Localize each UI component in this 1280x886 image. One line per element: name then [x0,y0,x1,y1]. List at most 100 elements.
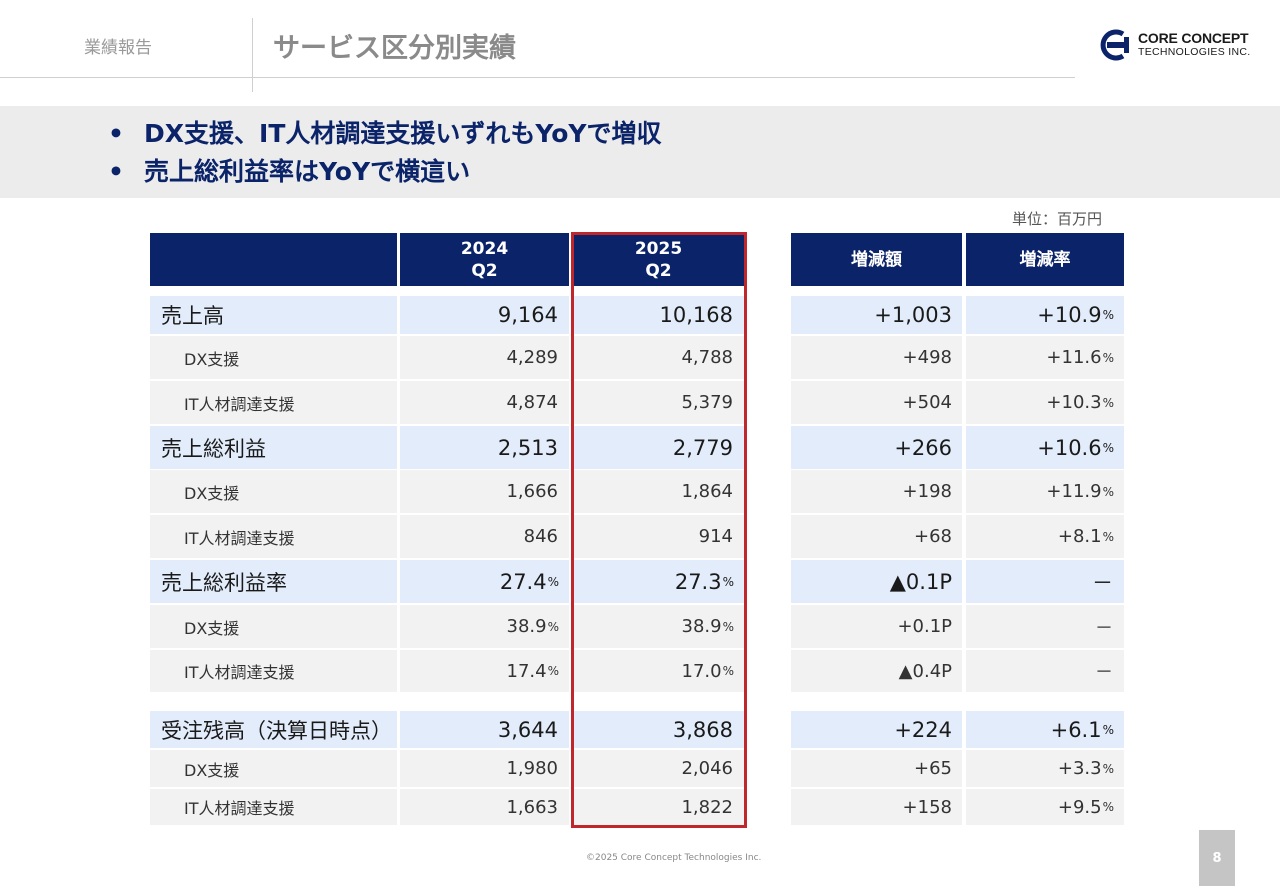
value-text: 4,289 [506,347,558,368]
value-rate: － [966,605,1124,648]
section-label: 業績報告 [84,38,152,58]
value-rate: +9.5% [966,789,1124,825]
row-label-text: IT人材調達支援 [184,394,295,414]
column-header-2025: 2025 Q2 [573,233,744,286]
header-label: 増減額 [851,249,902,270]
row-label-text: IT人材調達支援 [184,663,295,682]
value-diff: +68 [791,515,962,558]
unit-suffix: % [722,664,734,678]
value-text: +11.9 [1046,481,1102,502]
summary-band [0,106,1280,198]
row-label-text: DX支援 [184,349,240,369]
value-text: +65 [914,758,952,779]
value-2025: 2,046 [573,750,744,787]
value-text: 17.0 [681,660,722,682]
row-label: DX支援 [150,605,397,648]
value-rate: － [966,650,1124,692]
value-rate: +8.1% [966,515,1124,558]
value-rate: +10.3% [966,381,1124,424]
row-label-text: 売上総利益率 [161,570,287,595]
unit-suffix: % [1102,308,1114,322]
row-label: IT人材調達支援 [150,381,397,424]
header-quarter: Q2 [645,260,672,281]
value-text: +8.1 [1057,526,1102,547]
header-quarter: Q2 [471,260,498,281]
value-text: +0.1P [897,616,952,637]
page-number: 8 [1199,830,1235,886]
bullet-item: • DX支援、IT人材調達支援いずれもYoYで増収 [108,119,662,148]
value-2024: 3,644 [400,711,569,748]
value-text: +9.5 [1057,796,1102,818]
value-2025: 5,379 [573,381,744,424]
row-label: IT人材調達支援 [150,650,397,692]
value-text: ▲0.4P [898,660,952,682]
header-year: 2024 [460,238,509,259]
logo-mark-icon [1100,29,1129,61]
header-rule [0,77,1075,78]
unit-suffix: % [1102,484,1114,499]
value-diff: ▲0.4P [791,650,962,692]
unit-suffix: % [722,619,734,634]
value-text: 4,874 [506,392,558,413]
value-2024: 1,980 [400,750,569,787]
row-label-text: 受注残高（決算日時点） [161,718,392,743]
bullet-text: 売上総利益率はYoYで横這い [144,157,471,186]
value-text: 27.3 [674,569,722,594]
row-label-text: IT人材調達支援 [184,799,295,818]
value-text: 4,788 [681,347,733,368]
value-2025: 2,779 [573,426,744,469]
value-text: 1,663 [506,796,558,818]
row-label-text: DX支援 [184,483,240,503]
value-text: 17.4 [506,660,547,682]
value-text: +504 [902,392,952,413]
unit-suffix: % [1102,350,1114,365]
value-text: 1,980 [506,758,558,779]
unit-suffix: % [547,664,559,678]
value-2024: 17.4% [400,650,569,692]
unit-suffix: % [1102,529,1114,544]
header-blank [150,233,397,286]
row-label-text: DX支援 [184,760,240,780]
page-title: サービス区分別実績 [273,33,516,64]
value-text: +1,003 [874,303,952,327]
value-text: 27.4 [499,569,547,594]
value-2024: 38.9% [400,605,569,648]
value-2025: 914 [573,515,744,558]
logo-text-main: CORE CONCEPT [1138,30,1249,46]
row-label-text: DX支援 [184,618,240,638]
value-2024: 4,874 [400,381,569,424]
value-text: +11.6 [1046,347,1102,368]
value-2025: 10,168 [573,296,744,334]
value-diff: +224 [791,711,962,748]
value-text: +10.9 [1037,303,1102,327]
value-diff: ▲0.1P [791,560,962,603]
value-2025: 1,864 [573,470,744,513]
unit-suffix: % [547,574,559,589]
value-2024: 846 [400,515,569,558]
highlight-box-2025 [571,232,747,828]
unit-suffix: % [722,574,734,589]
value-text: 2,513 [497,435,558,460]
value-2025: 3,868 [573,711,744,748]
value-text: 1,864 [681,481,733,502]
value-rate: +3.3% [966,750,1124,787]
value-text: +6.1 [1050,717,1102,742]
row-label: 売上総利益 [150,426,397,469]
unit-note: 単位：百万円 [1012,210,1103,228]
value-text: +498 [902,347,952,368]
row-label: IT人材調達支援 [150,789,397,825]
value-text: +198 [902,481,952,502]
unit-suffix: % [1102,800,1114,814]
row-label: 売上高 [150,296,397,334]
value-rate: +6.1% [966,711,1124,748]
value-2025: 17.0% [573,650,744,692]
value-text: 9,164 [497,303,558,327]
column-header-2024: 2024 Q2 [400,233,569,286]
value-text: 846 [523,526,558,547]
value-text: 5,379 [681,392,733,413]
value-text: +158 [902,796,952,818]
value-text: +224 [894,717,952,742]
value-rate: +11.9% [966,470,1124,513]
row-label: IT人材調達支援 [150,515,397,558]
logo-text-sub: TECHNOLOGIES INC. [1138,46,1251,58]
